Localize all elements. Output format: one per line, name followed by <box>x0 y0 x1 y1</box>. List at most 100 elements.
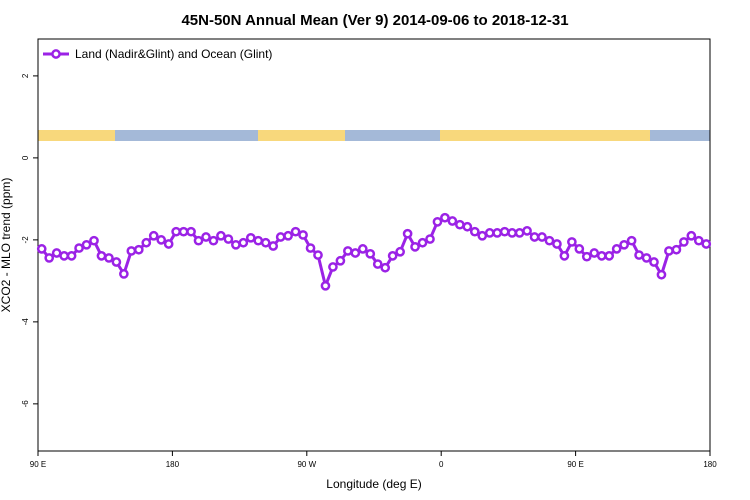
y-tick-label: 0 <box>21 155 30 160</box>
point <box>440 212 450 223</box>
point <box>499 226 510 237</box>
point <box>223 234 234 244</box>
point <box>335 255 346 266</box>
point <box>537 232 547 242</box>
point <box>126 246 137 256</box>
point <box>216 230 226 241</box>
y-tick-label: -2 <box>21 236 30 244</box>
point <box>313 250 323 260</box>
point <box>59 251 69 261</box>
point <box>283 230 293 241</box>
point <box>231 239 241 250</box>
point <box>567 237 577 247</box>
x-tick-label: 0 <box>439 460 444 469</box>
point <box>656 269 667 280</box>
point <box>111 257 122 267</box>
point <box>469 226 480 237</box>
point <box>522 226 532 236</box>
point <box>693 235 704 246</box>
point <box>260 237 271 248</box>
point <box>417 237 428 248</box>
point <box>268 241 279 251</box>
point <box>664 246 674 256</box>
point <box>372 259 383 269</box>
point <box>477 230 488 241</box>
point <box>410 241 420 252</box>
legend-label: Land (Nadir&Glint) and Ocean (Glint) <box>75 47 272 61</box>
point <box>186 226 196 237</box>
point <box>514 228 525 238</box>
point <box>679 237 689 247</box>
point <box>89 235 99 246</box>
x-axis-label: Longitude (deg E) <box>326 477 421 491</box>
point <box>51 248 62 258</box>
point <box>81 239 92 250</box>
point <box>387 251 398 261</box>
point <box>298 230 308 240</box>
point <box>611 244 622 254</box>
map-strip <box>38 130 710 141</box>
point <box>193 235 204 246</box>
point <box>626 235 637 246</box>
point <box>148 230 159 241</box>
point <box>253 235 264 246</box>
point <box>328 262 338 272</box>
point <box>402 228 413 239</box>
point <box>96 251 107 261</box>
point <box>104 253 114 263</box>
point <box>208 235 219 246</box>
point <box>201 232 211 242</box>
point <box>395 246 405 257</box>
chart-title: 45N-50N Annual Mean (Ver 9) 2014-09-06 t… <box>181 12 568 29</box>
point <box>238 237 249 248</box>
point <box>156 235 167 245</box>
point <box>447 216 458 226</box>
point <box>119 269 129 279</box>
point <box>320 280 331 291</box>
point <box>701 239 712 249</box>
x-tick-label: 90 E <box>30 460 46 469</box>
point <box>671 244 682 255</box>
y-axis-label: XCO2 - MLO trend (ppm) <box>0 178 13 313</box>
point <box>581 251 592 262</box>
x-tick-label: 90 W <box>297 460 316 469</box>
y-tick-label: -4 <box>21 318 30 326</box>
point <box>275 232 286 242</box>
point <box>455 219 465 230</box>
point <box>133 244 144 255</box>
point <box>574 244 585 254</box>
point <box>343 246 353 256</box>
point <box>305 243 316 253</box>
point <box>380 262 391 273</box>
point <box>589 248 600 258</box>
point <box>641 253 652 263</box>
legend-marker <box>51 49 61 59</box>
point <box>44 253 55 263</box>
point <box>484 228 495 238</box>
point <box>559 251 570 261</box>
point <box>178 226 189 237</box>
x-tick-label: 90 E <box>567 460 583 469</box>
point <box>619 239 629 250</box>
point <box>290 226 301 237</box>
point <box>492 228 503 238</box>
point <box>36 244 47 254</box>
point <box>596 251 607 261</box>
point <box>365 248 376 259</box>
point <box>66 251 77 261</box>
x-tick-label: 180 <box>166 460 180 469</box>
point <box>74 243 84 253</box>
point <box>141 237 152 248</box>
point <box>507 228 517 238</box>
point <box>245 232 256 243</box>
y-tick-label: 2 <box>21 73 30 78</box>
point <box>357 244 368 254</box>
point <box>552 239 562 249</box>
point <box>425 234 435 244</box>
point <box>544 235 555 246</box>
x-tick-label: 180 <box>703 460 717 469</box>
point <box>163 239 174 249</box>
y-tick-label: -6 <box>21 400 30 408</box>
point <box>686 230 697 241</box>
